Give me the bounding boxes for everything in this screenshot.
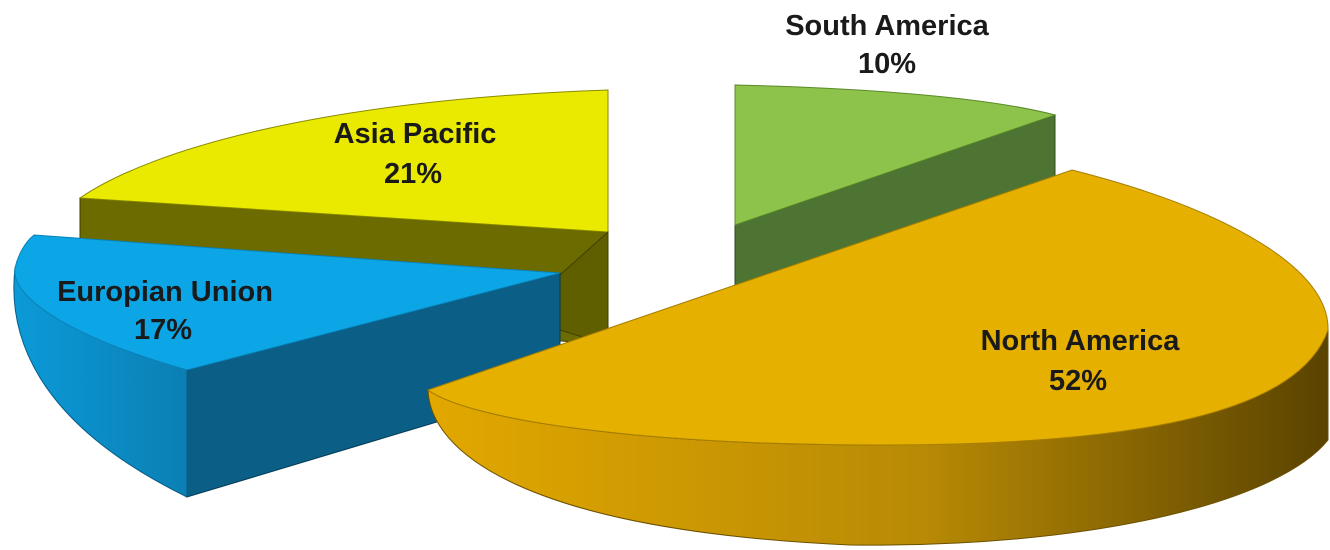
slice-south-america-top [734,84,1057,226]
slice-europian-union-top [14,234,561,371]
label-north-america: North America [981,325,1181,357]
label-asia-pacific: Asia Pacific [334,118,497,150]
value-south-america: 10% [858,48,916,80]
slice-europian-union: Europian Union 17% [13,234,561,498]
slice-asia-pacific-top [78,89,609,233]
label-south-america: South America [785,10,989,42]
slice-south-america: South America 10% [734,10,1057,301]
slice-north-america: North America 52% [426,169,1329,546]
value-europian-union: 17% [134,314,192,346]
value-north-america: 52% [1049,365,1107,397]
label-europian-union: Europian Union [57,276,273,308]
slice-north-america-top [426,169,1329,446]
value-asia-pacific: 21% [384,158,442,190]
